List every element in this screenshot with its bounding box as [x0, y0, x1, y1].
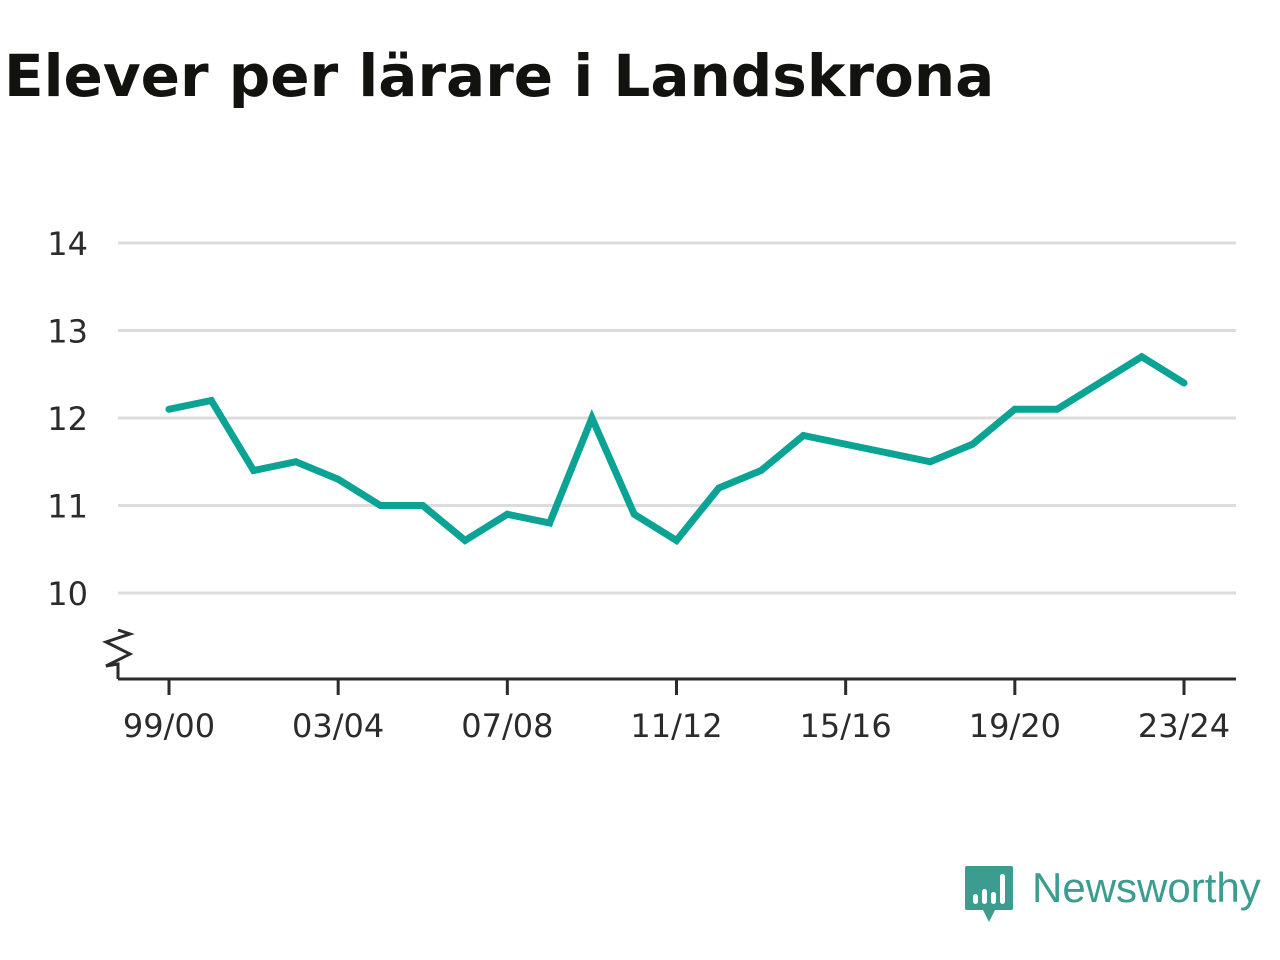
newsworthy-logo: Newsworthy [964, 864, 1261, 928]
data-point-17-18 [926, 458, 934, 466]
newsworthy-logo-icon [965, 866, 1013, 922]
data-point-01-02 [250, 467, 258, 474]
y-tick-label-11: 11 [47, 488, 88, 526]
data-point-16-17 [884, 449, 892, 457]
data-point-06-07 [461, 537, 469, 544]
data-point-19-20 [1011, 405, 1019, 413]
data-point-00-01 [207, 397, 215, 404]
data-point-18-19 [969, 440, 977, 448]
series-line-0 [168, 352, 1186, 546]
x-tick-label-23-24: 23/24 [1138, 707, 1230, 745]
x-axis [102, 628, 1236, 695]
y-axis-tick-labels: 10 11 12 13 14 [47, 225, 88, 613]
x-tick-label-99-00: 99/00 [123, 707, 215, 745]
data-point-04-05 [376, 502, 384, 509]
y-axis-break-marker [102, 628, 135, 679]
data-point-03-04 [334, 475, 342, 483]
data-point-21-22 [1095, 379, 1103, 387]
y-tick-label-13: 13 [47, 313, 88, 351]
data-point-02-03 [292, 458, 300, 466]
data-point-09-10 [588, 414, 596, 422]
x-tick-label-07-08: 07/08 [461, 707, 553, 745]
data-point-14-15 [799, 432, 807, 439]
x-axis-tick-labels: 99/00 03/04 07/08 11/12 15/16 19/20 23/24 [123, 707, 1230, 745]
x-tick-label-15-16: 15/16 [800, 707, 892, 745]
y-tick-label-14: 14 [47, 225, 88, 263]
data-point-12-13 [715, 484, 723, 492]
data-point-20-21 [1053, 405, 1061, 413]
x-tick-label-03-04: 03/04 [292, 707, 384, 745]
data-point-15-16 [842, 440, 850, 448]
data-point-22-23 [1138, 353, 1146, 361]
data-point-08-09 [546, 519, 554, 527]
data-point-11-12 [673, 537, 680, 544]
series-layer [165, 352, 1188, 546]
data-point-05-06 [419, 502, 427, 509]
brand-name: Newsworthy [1032, 864, 1261, 911]
data-point-99-00 [165, 405, 173, 413]
chart-title: Elever per lärare i Landskrona [4, 42, 995, 110]
x-tick-label-11-12: 11/12 [630, 707, 722, 745]
grid-lines [118, 241, 1236, 595]
data-point-13-14 [757, 467, 765, 474]
y-tick-label-10: 10 [47, 575, 88, 613]
data-point-23-24 [1180, 379, 1188, 387]
data-point-07-08 [503, 510, 511, 518]
x-tick-label-19-20: 19/20 [969, 707, 1061, 745]
y-tick-label-12: 12 [47, 400, 88, 438]
data-point-10-11 [630, 510, 638, 518]
